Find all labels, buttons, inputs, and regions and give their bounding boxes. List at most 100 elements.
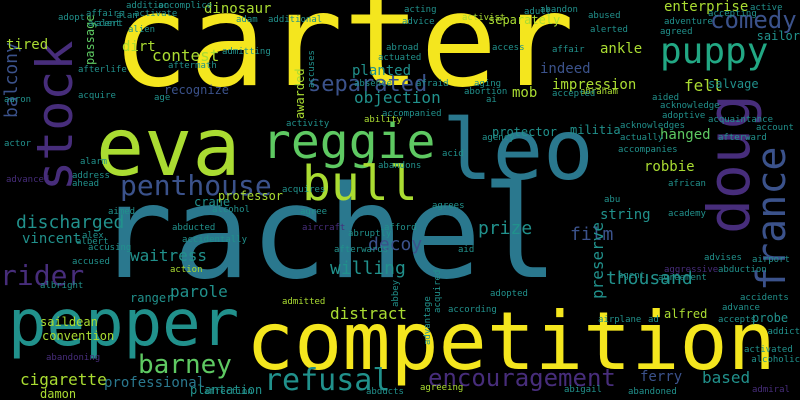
word-advance: advance — [722, 303, 760, 313]
word-indeed: indeed — [540, 61, 591, 77]
word-accepting: accepting — [708, 9, 757, 19]
word-rachel: rachel — [96, 159, 559, 308]
word-tired: tired — [6, 37, 49, 53]
word-accuses: accuses — [307, 50, 317, 88]
word-contest: contest — [152, 46, 220, 65]
word-additional: additional — [268, 15, 323, 25]
word-abroad: abroad — [386, 43, 419, 53]
word-abu: abu — [604, 195, 621, 205]
word-professional: professional — [104, 375, 206, 391]
word-mob: mob — [512, 85, 538, 101]
word-acquired: acquired — [433, 270, 443, 314]
word-waitress: waitress — [130, 246, 208, 265]
word-actually: actually — [620, 133, 664, 143]
word-prize: prize — [478, 218, 533, 239]
word-acknowledge: acknowledge — [660, 101, 720, 111]
word-abduction: abduction — [718, 265, 767, 275]
word-aging: aging — [474, 79, 502, 89]
word-abruptly: abruptly — [348, 229, 392, 239]
word-access: access — [492, 43, 525, 53]
word-distract: distract — [330, 304, 408, 323]
word-saildean: saildean — [40, 315, 98, 329]
word-professor: professor — [218, 189, 284, 203]
word-accidentally: accidentally — [182, 235, 248, 245]
word-aimed: aimed — [108, 207, 136, 217]
word-abandon: abandon — [540, 5, 578, 15]
word-acquires: acquires — [282, 185, 326, 195]
word-acquaintance: acquaintance — [708, 115, 774, 125]
word-adopt: adopt — [58, 13, 86, 23]
word-crane: crane — [194, 195, 231, 209]
word-thousand: thousand — [606, 268, 693, 289]
word-abraham: abraham — [580, 87, 618, 97]
word-accomplice: accomplice — [158, 1, 213, 11]
word-ferry: ferry — [640, 369, 683, 385]
word-stock: stock — [26, 40, 84, 191]
word-advanced: advanced — [6, 175, 50, 185]
word-acid: acid — [442, 149, 464, 159]
word-protector: protector — [492, 125, 558, 139]
word-ahead: ahead — [72, 179, 100, 189]
word-abused: abused — [588, 11, 621, 21]
word-afford: afford — [384, 223, 417, 233]
word-afterwards: afterwards — [334, 245, 389, 255]
word-alien: alien — [128, 25, 156, 35]
word-admiral: admiral — [752, 385, 790, 395]
word-absence: absence — [354, 79, 392, 89]
word-adult: adult — [524, 7, 552, 17]
word-alarm: alarm — [80, 157, 108, 167]
word-acquire: acquire — [78, 91, 116, 101]
word-penthouse: penthouse — [120, 169, 272, 202]
word-hanged: hanged — [660, 127, 711, 143]
word-accent: accent — [88, 19, 121, 29]
word-agency: agency — [482, 133, 515, 143]
word-accepts: accepts — [718, 315, 756, 325]
word-addict: addict — [767, 327, 800, 337]
word-string: string — [600, 207, 651, 223]
word-abigail: abigail — [564, 385, 602, 395]
word-aid: aid — [458, 245, 475, 255]
word-convention: convention — [42, 329, 115, 343]
word-activate: activate — [134, 9, 178, 19]
word-bull: bull — [302, 156, 418, 212]
word-impression: impression — [552, 77, 637, 93]
word-accompanies: accompanies — [618, 145, 678, 155]
word-academy: academy — [668, 209, 706, 219]
word-albert: albert — [76, 237, 109, 247]
word-aftermath: aftermath — [168, 61, 217, 71]
word-agrees: agrees — [432, 201, 465, 211]
word-reggie: reggie — [262, 114, 436, 170]
word-accusing: accusing — [88, 243, 132, 253]
word-alex: alex — [82, 231, 104, 241]
word-action: action — [170, 265, 203, 275]
word-affection: affection — [204, 387, 253, 397]
word-plantation: plantation — [190, 383, 263, 397]
word-comedy: comedy — [710, 6, 797, 34]
word-accompanied: accompanied — [382, 109, 442, 119]
word-ability: ability — [364, 115, 402, 125]
word-carter: carter — [112, 0, 575, 116]
word-ranger: ranger — [130, 291, 174, 305]
word-alcoholic: alcoholic — [751, 355, 800, 365]
word-accused: accused — [72, 257, 110, 267]
word-acting: acting — [404, 5, 437, 15]
word-alcohol: alcohol — [212, 205, 250, 215]
word-accidents: accidents — [740, 293, 789, 303]
word-rider: rider — [0, 259, 85, 292]
word-balcony: balcony — [1, 42, 22, 118]
word-refusal: refusal — [264, 363, 391, 398]
word-barney: barney — [138, 350, 232, 380]
word-film: film — [570, 224, 614, 245]
word-abandons: abandons — [378, 161, 422, 171]
word-robbie: robbie — [644, 159, 695, 175]
word-affairs: affairs — [86, 9, 124, 19]
word-enterprise: enterprise — [664, 0, 749, 15]
word-aggressive: aggressive — [664, 265, 719, 275]
word-address: address — [72, 171, 110, 181]
word-advice: advice — [402, 17, 435, 27]
word-agent: agent — [618, 271, 646, 281]
word-encouragement: encouragement — [428, 364, 616, 392]
word-afterlife: afterlife — [78, 65, 127, 75]
word-probe: probe — [752, 311, 789, 325]
